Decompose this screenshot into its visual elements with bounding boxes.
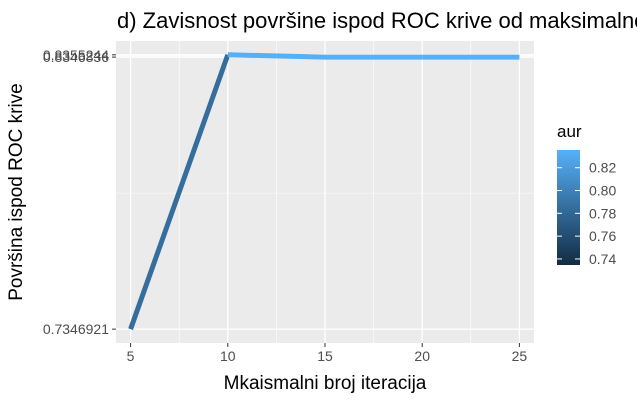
data-series — [128, 52, 520, 330]
x-tick-label: 25 — [512, 348, 528, 364]
x-tick-label: 10 — [220, 348, 236, 364]
legend-colorbar — [557, 150, 580, 265]
x-axis-title: Mkaismalni broj iteracija — [224, 373, 427, 394]
y-axis-title: Površina ispod ROC krive — [6, 83, 27, 301]
legend-ticks: 0.74 0.76 0.78 0.80 0.82 — [557, 160, 616, 267]
series-line-segment — [128, 53, 231, 330]
x-tick-label: 15 — [317, 348, 333, 364]
x-axis-ticks: 5 10 15 20 25 — [127, 343, 528, 364]
color-legend: aur 0.74 0.76 0.78 0.80 0.82 — [557, 122, 616, 267]
y-tick-label: 0.7346921 — [43, 321, 109, 337]
series-line-segment — [227, 52, 326, 60]
legend-tick-label: 0.78 — [589, 205, 616, 221]
y-tick-label: 0.8355244 — [43, 47, 109, 63]
chart-title: d) Zavisnost površine ispod ROC krive od… — [117, 8, 637, 33]
legend-tick-label: 0.82 — [589, 160, 616, 176]
legend-title: aur — [557, 122, 582, 141]
x-tick-label: 5 — [127, 348, 135, 364]
legend-tick-label: 0.76 — [589, 228, 616, 244]
legend-tick-label: 0.80 — [589, 183, 616, 199]
y-tick-label: 0.8346836 — [43, 49, 109, 65]
x-tick-label: 20 — [414, 348, 430, 364]
legend-tick-label: 0.74 — [589, 251, 616, 267]
